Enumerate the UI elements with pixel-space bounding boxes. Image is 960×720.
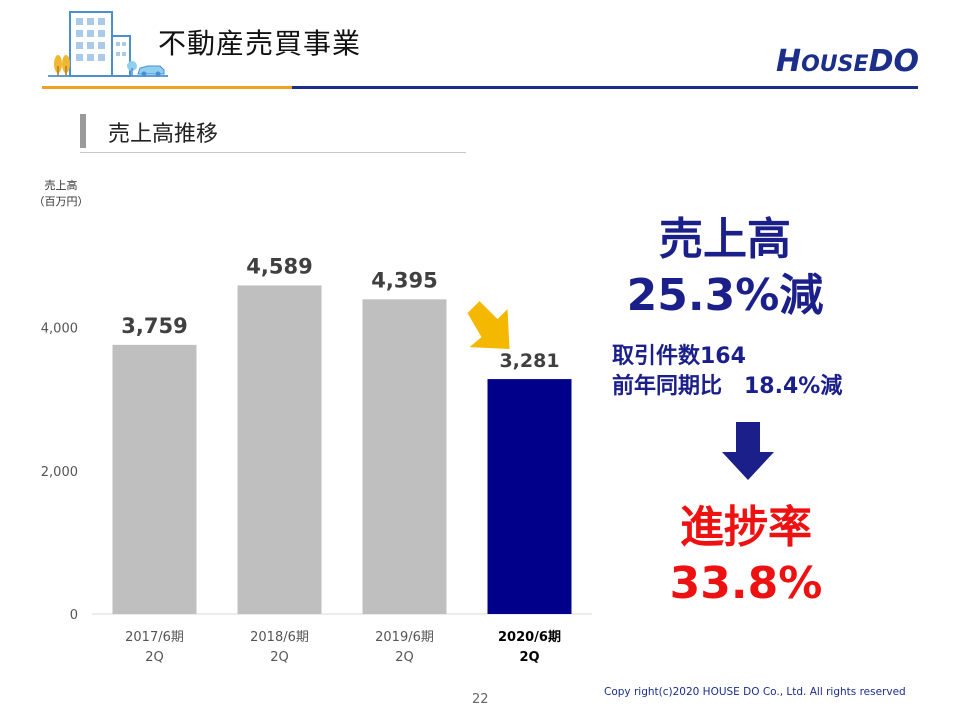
y-axis-label-line1: 売上高 [44, 179, 78, 192]
section-title: 売上高推移 [108, 122, 219, 147]
bar-value-label: 3,281 [499, 350, 559, 372]
progress-rate-value: 33.8% [669, 558, 823, 609]
y-tick-label: 4,000 [41, 322, 78, 337]
bar [362, 299, 447, 614]
bar-value-label: 4,395 [371, 268, 437, 292]
copyright-notice: Copy right(c)2020 HOUSE DO Co., Ltd. All… [604, 686, 906, 698]
revenue-change-label: 売上高 [659, 214, 791, 265]
x-tick-label: 2019/6期 [375, 630, 434, 645]
bar-value-label: 4,589 [246, 254, 312, 278]
down-arrow-icon [722, 422, 774, 480]
bar-value-label: 3,759 [121, 314, 187, 338]
logo-letter-h: H [776, 44, 802, 79]
logo-letter-o: O [893, 44, 919, 79]
logo-letter-d: D [868, 44, 894, 79]
revenue-change-callout: 売上高 25.3%減 [600, 212, 850, 324]
transaction-callout: 取引件数164 前年同期比 18.4%減 [612, 342, 842, 402]
bar [112, 344, 197, 614]
y-axis-label-line2: （百万円） [33, 195, 89, 208]
transaction-yoy: 前年同期比 18.4%減 [612, 374, 843, 399]
page-number: 22 [472, 692, 489, 707]
transaction-count: 取引件数164 [612, 344, 746, 369]
header-rule-navy [292, 86, 918, 89]
x-tick-label: 2018/6期 [250, 630, 309, 645]
section-underline [80, 152, 466, 153]
section-marker [80, 114, 86, 148]
x-tick-label-sub: 2Q [395, 650, 414, 665]
y-tick-label: 0 [70, 608, 78, 623]
bar [487, 379, 572, 614]
progress-rate-callout: 進捗率 33.8% [636, 500, 856, 612]
x-tick-label-sub: 2Q [270, 650, 289, 665]
revenue-change-value: 25.3%減 [626, 270, 824, 321]
company-logo: HOUSEDO [776, 44, 919, 79]
logo-text-ouse: OUSE [801, 52, 869, 77]
x-tick-label: 2020/6期 [498, 630, 561, 645]
bar [237, 285, 322, 614]
progress-rate-label: 進捗率 [680, 502, 812, 553]
x-tick-label-sub: 2Q [145, 650, 164, 665]
header-rule-orange [42, 86, 292, 89]
x-tick-label-sub: 2Q [519, 650, 539, 665]
y-axis-label: 売上高 （百万円） [28, 178, 94, 210]
x-tick-label: 2017/6期 [125, 630, 184, 645]
y-tick-label: 2,000 [41, 465, 78, 480]
page-title: 不動産売買事業 [158, 27, 362, 60]
header-illustration [48, 11, 168, 77]
highlight-arrow-icon [467, 301, 510, 350]
